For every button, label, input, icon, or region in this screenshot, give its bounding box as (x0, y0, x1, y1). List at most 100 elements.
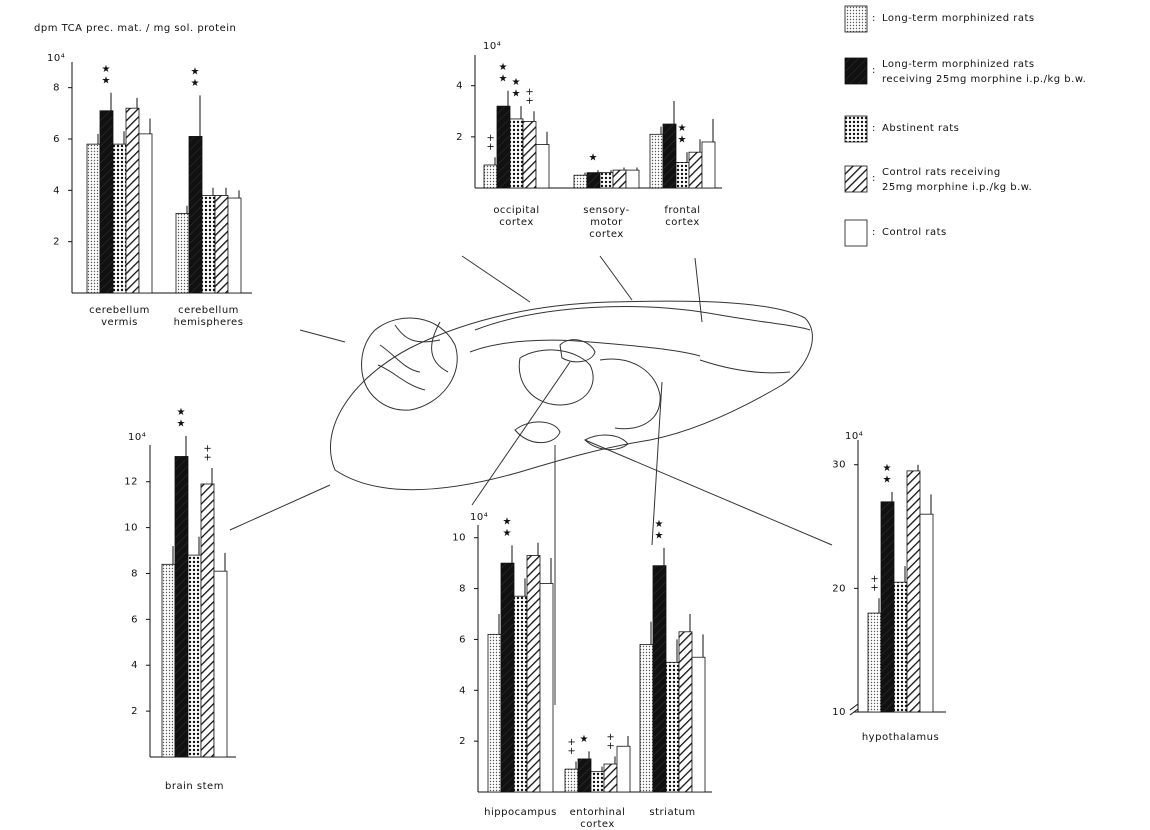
bar (626, 170, 639, 188)
bar (176, 213, 189, 293)
bar (692, 657, 705, 792)
y-tick-label: 20 (832, 583, 846, 594)
bar (514, 596, 527, 792)
y-tick-label: 30 (832, 460, 846, 471)
bar (87, 144, 100, 293)
bar (162, 564, 175, 757)
significance-marker: ★ (579, 734, 590, 746)
axis-exponent: 10⁴ (128, 432, 146, 443)
bar (189, 136, 202, 293)
bar (702, 142, 715, 188)
bar (640, 645, 653, 792)
y-tick-label: 8 (131, 568, 138, 579)
x-tick-label: striatum (649, 807, 695, 818)
significance-marker: ★★ (498, 62, 509, 85)
significance-marker: ★★ (101, 64, 112, 87)
bar (920, 514, 933, 712)
bar (497, 106, 510, 188)
significance-marker: ★★ (882, 463, 893, 486)
legend-label: Long-term morphinized rats (882, 13, 1035, 24)
legend-separator: : (872, 227, 876, 238)
x-tick-label: vermis (101, 317, 138, 328)
significance-marker: ★★ (176, 407, 187, 430)
y-tick-label: 4 (459, 685, 466, 696)
y-tick-label: 6 (53, 134, 60, 145)
bar (536, 145, 549, 188)
bar (139, 134, 152, 293)
bar (523, 122, 536, 189)
y-tick-label: 2 (459, 736, 466, 747)
y-tick-label: 10 (452, 533, 466, 544)
x-tick-label: entorhinal (570, 807, 626, 818)
bar (591, 772, 604, 792)
bar (881, 502, 894, 712)
x-tick-label: cortex (589, 229, 624, 240)
bar (666, 662, 679, 792)
axis-exponent: 10⁴ (47, 53, 65, 64)
bar (565, 769, 578, 792)
legend-swatch (845, 6, 867, 32)
significance-marker: ★★ (190, 66, 201, 89)
significance-marker: ++ (869, 574, 880, 592)
significance-marker: ★★ (677, 123, 688, 146)
significance-marker: ++ (605, 733, 616, 751)
y-tick-label: 2 (456, 132, 463, 143)
bar (484, 165, 497, 188)
legend-swatch (845, 220, 867, 246)
bar (689, 152, 702, 188)
axis-break (850, 704, 858, 715)
bar (663, 124, 676, 188)
bar (868, 613, 881, 712)
bar (907, 471, 920, 712)
legend-label: receiving 25mg morphine i.p./kg b.w. (882, 74, 1086, 85)
y-tick-label: 2 (53, 237, 60, 248)
x-tick-label: motor (590, 217, 623, 228)
bar (679, 632, 692, 792)
x-tick-label: hemispheres (174, 317, 244, 328)
axis-exponent: 10⁴ (483, 41, 501, 52)
bar (650, 134, 663, 188)
x-tick-label: hippocampus (484, 807, 557, 818)
bar (501, 563, 514, 792)
bar (527, 556, 540, 792)
y-tick-label: 6 (131, 614, 138, 625)
x-tick-label: cerebellum (89, 305, 150, 316)
bar (574, 175, 587, 188)
y-tick-label: 8 (53, 83, 60, 94)
x-tick-label: hypothalamus (862, 732, 939, 743)
bar (126, 108, 139, 293)
legend-label: Control rats receiving (882, 167, 1001, 178)
bar (113, 144, 126, 293)
legend-label: Long-term morphinized rats (882, 59, 1035, 70)
legend-separator: : (872, 13, 876, 24)
bar (510, 119, 523, 188)
bar (587, 173, 600, 188)
y-tick-label: 2 (131, 706, 138, 717)
bar (604, 764, 617, 792)
significance-marker: ★★ (654, 519, 665, 542)
legend-label: Control rats (882, 227, 947, 238)
x-tick-label: cortex (580, 819, 615, 830)
x-tick-label: brain stem (165, 781, 224, 792)
bar (653, 566, 666, 792)
bar (215, 195, 228, 293)
bar (228, 198, 241, 293)
y-tick-label: 4 (456, 81, 463, 92)
x-tick-label: cerebellum (178, 305, 239, 316)
significance-marker: ++ (485, 134, 496, 152)
bar (540, 583, 553, 792)
y-tick-label: 12 (124, 477, 138, 488)
significance-marker: ★★ (502, 516, 513, 539)
y-tick-label: 10 (832, 707, 846, 718)
bar (600, 173, 613, 188)
legend-label: Abstinent rats (882, 123, 959, 134)
bar (100, 111, 113, 293)
bar (214, 571, 227, 757)
significance-marker: ★★ (511, 77, 522, 100)
y-tick-label: 4 (53, 185, 60, 196)
y-tick-label: 10 (124, 523, 138, 534)
bar (894, 582, 907, 712)
x-tick-label: frontal (664, 205, 700, 216)
legend-swatch (845, 116, 867, 142)
legend-swatch (845, 166, 867, 192)
